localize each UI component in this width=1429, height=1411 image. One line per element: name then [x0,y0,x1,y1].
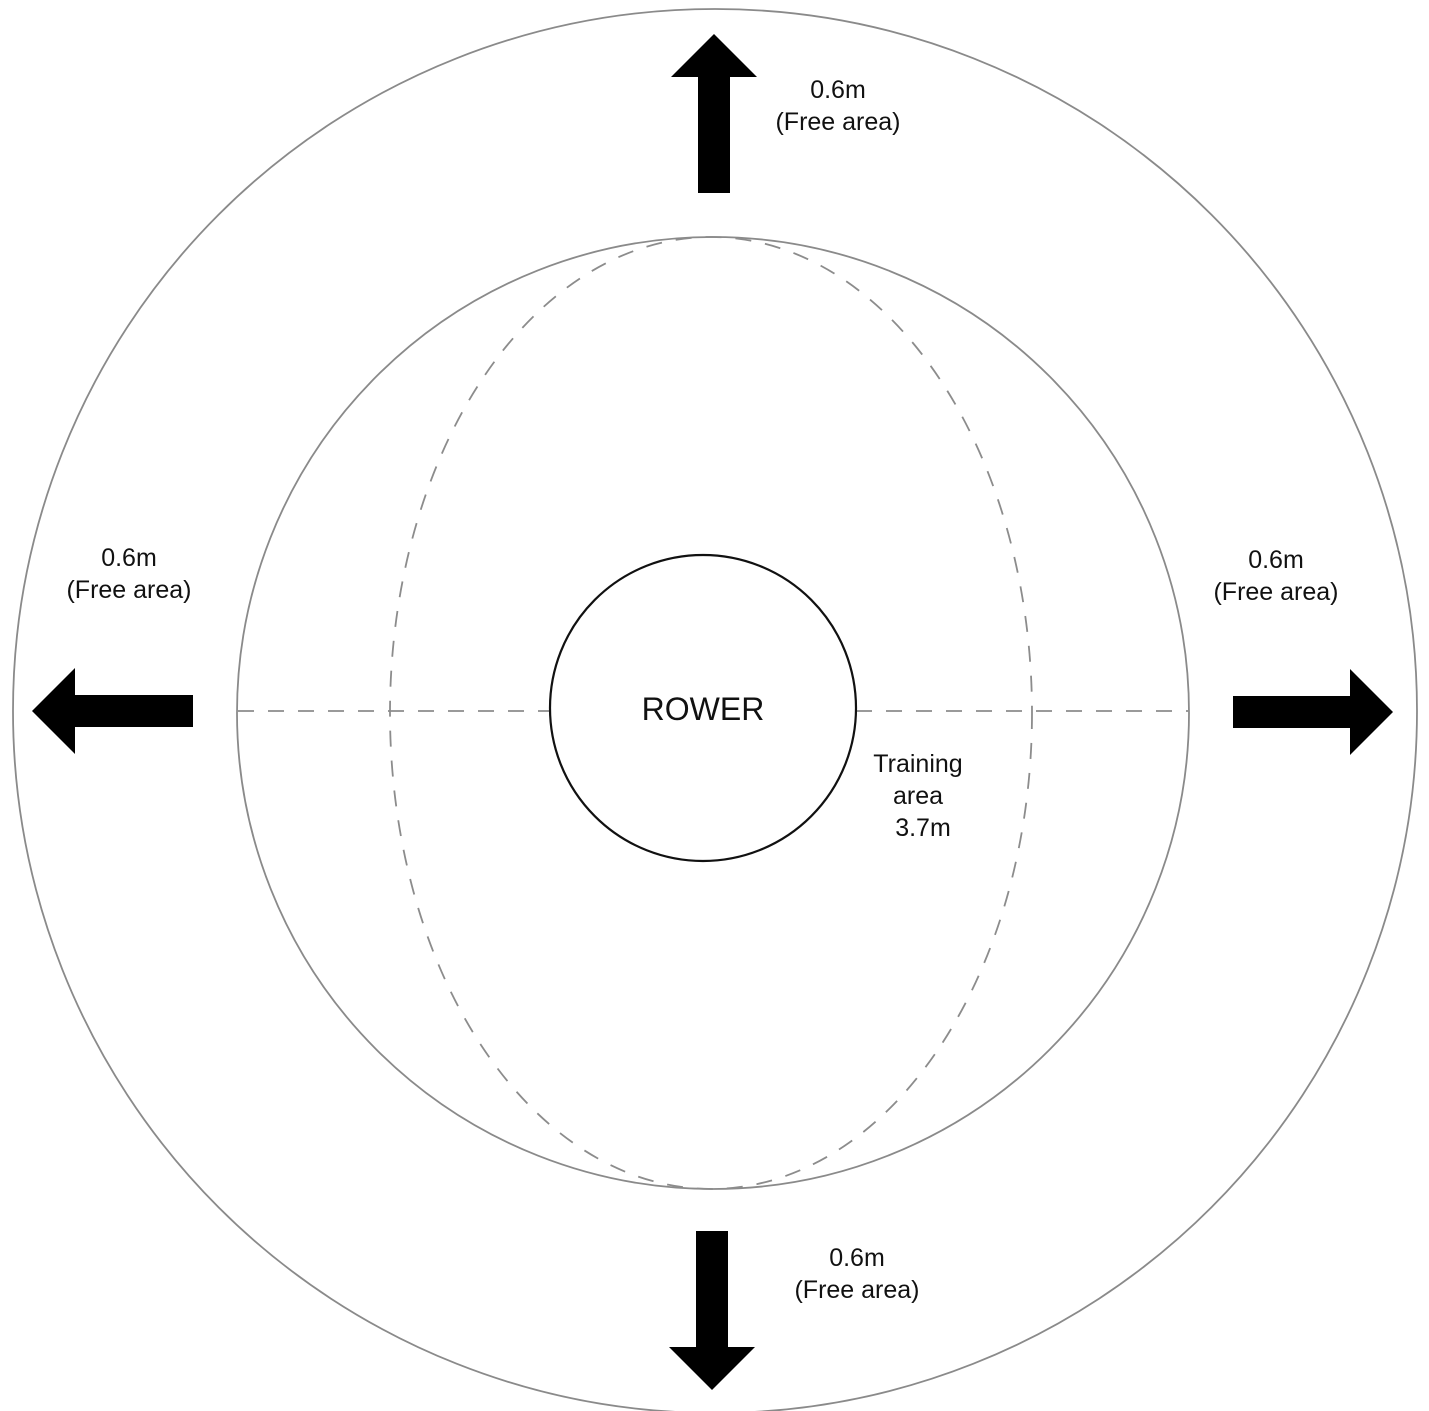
training-area-line2: area [892,782,944,810]
free-area-bottom-distance: 0.6m [829,1244,885,1272]
rower-label: ROWER [641,691,765,727]
free-area-boundary-circle [12,8,1418,1411]
arrow-left-icon [32,668,193,754]
free-area-left-note: (Free area) [66,576,192,604]
free-area-label-bottom: 0.6m (Free area) [777,1242,937,1306]
free-area-left-distance: 0.6m [101,544,157,572]
free-area-right-distance: 0.6m [1248,546,1304,574]
free-area-top-note: (Free area) [775,108,901,136]
training-area-line1: Training [873,750,963,778]
free-area-label-right: 0.6m (Free area) [1196,544,1356,608]
arrow-down-icon [669,1231,755,1390]
training-area-distance: 3.7m [895,814,951,842]
free-area-label-top: 0.6m (Free area) [758,74,918,138]
arrow-up-icon [671,34,757,193]
training-area-label: Training area 3.7m [858,748,978,844]
free-area-right-note: (Free area) [1213,578,1339,606]
free-area-label-left: 0.6m (Free area) [49,542,209,606]
rowing-path-dashed-ellipse [389,236,1033,1190]
free-area-top-distance: 0.6m [810,76,866,104]
arrow-right-icon [1233,669,1393,755]
free-area-bottom-note: (Free area) [794,1276,920,1304]
rower-circle [548,553,858,863]
